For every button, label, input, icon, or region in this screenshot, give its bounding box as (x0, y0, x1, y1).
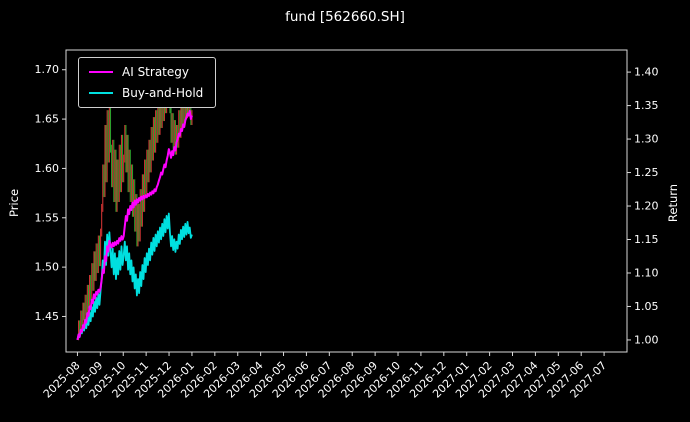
legend-label: AI Strategy (122, 65, 189, 79)
left-axis-label: Price (7, 188, 21, 218)
right-axis-label: Return (666, 183, 680, 223)
legend-item-ai-strategy: AI Strategy (89, 65, 203, 79)
left-tick-label: 1.55 (35, 211, 60, 224)
right-tick-label: 1.00 (634, 333, 659, 346)
right-tick-label: 1.10 (634, 266, 659, 279)
right-tick-label: 1.30 (634, 133, 659, 146)
left-tick-label: 1.50 (35, 261, 60, 274)
buy-and-hold-line (76, 212, 193, 341)
right-tick-label: 1.35 (634, 99, 659, 112)
right-tick-label: 1.25 (634, 166, 659, 179)
right-tick-label: 1.05 (634, 300, 659, 313)
right-tick-label: 1.40 (634, 66, 659, 79)
legend: AI Strategy Buy-and-Hold (78, 57, 217, 108)
left-tick-label: 1.45 (35, 310, 60, 323)
ai-strategy-line-swatch (89, 71, 113, 73)
right-tick-label: 1.15 (634, 233, 659, 246)
ai-strategy-line (76, 109, 193, 341)
legend-label: Buy-and-Hold (122, 86, 204, 100)
legend-item-buy-and-hold: Buy-and-Hold (89, 86, 203, 100)
chart-title: fund [562660.SH] (285, 9, 405, 25)
plot-border (65, 49, 628, 353)
left-tick-label: 1.70 (35, 63, 60, 76)
left-tick-label: 1.65 (35, 113, 60, 126)
buy-and-hold-line-swatch (89, 92, 113, 94)
right-tick-label: 1.20 (634, 200, 659, 213)
left-tick-label: 1.60 (35, 162, 60, 175)
